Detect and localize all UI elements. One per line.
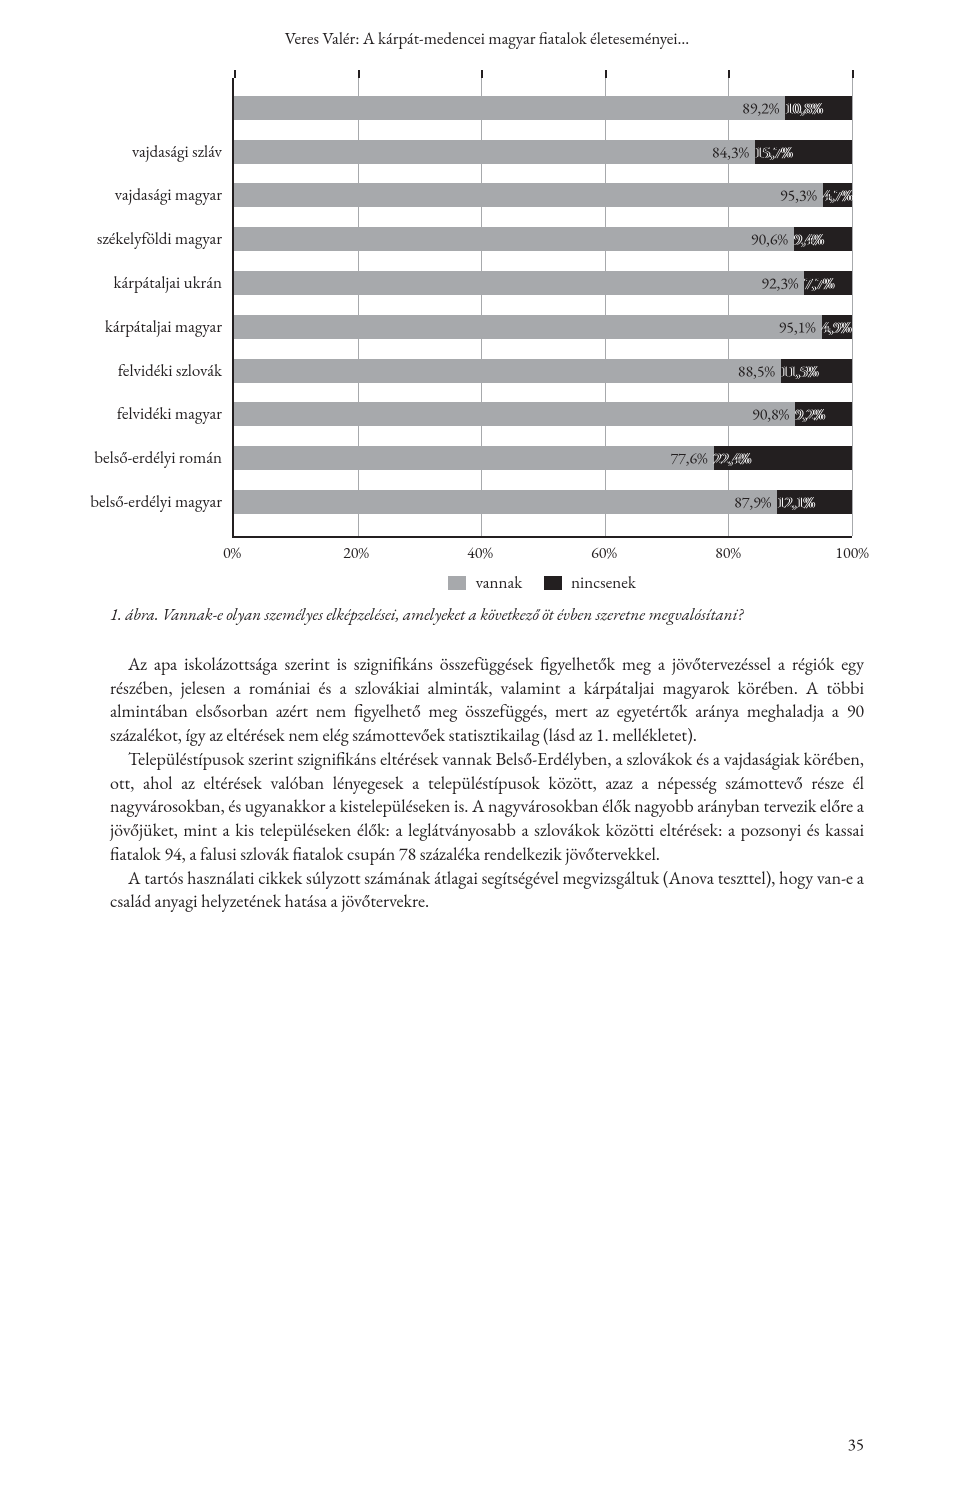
bar-value-vannak: 89,2%: [742, 97, 779, 118]
bar-value-nincsenek: 7,7%: [804, 273, 833, 294]
paragraph-1: Az apa iskolázottsága szerint is szignif…: [110, 653, 864, 748]
bar-value-nincsenek: 9,4%: [794, 229, 823, 250]
bar-seg-vannak: 87,9%: [234, 490, 777, 514]
bar-seg-vannak: 92,3%: [234, 271, 804, 295]
bar-value-vannak: 90,6%: [751, 229, 788, 250]
bar-seg-nincsenek: 4,9%: [822, 315, 852, 339]
page-number: 35: [848, 1434, 864, 1456]
chart-x-tick: 80%: [715, 542, 741, 563]
figure-1-chart: 89,2%10,8%vajdasági szláv84,3%15,7%vajda…: [232, 78, 852, 594]
bar-seg-nincsenek: 12,1%: [777, 490, 852, 514]
chart-row-label: vajdasági magyar: [115, 184, 222, 206]
chart-row: vajdasági szláv84,3%15,7%: [234, 130, 852, 174]
bar-seg-vannak: 77,6%: [234, 446, 714, 470]
chart-x-tick: 0%: [223, 542, 241, 563]
chart-row-label: kárpátaljai magyar: [105, 316, 222, 338]
bar-seg-nincsenek: 9,2%: [795, 402, 852, 426]
bar-seg-vannak: 95,1%: [234, 315, 822, 339]
bar-value-vannak: 90,8%: [752, 404, 789, 425]
chart-row: belső-erdélyi román77,6%22,4%: [234, 436, 852, 480]
figure-1-caption: 1. ábra. Vannak-e olyan személyes elképz…: [110, 604, 864, 627]
bar-value-vannak: 95,1%: [779, 316, 816, 337]
bar-seg-vannak: 88,5%: [234, 359, 781, 383]
chart-row-label: kárpátaljai ukrán: [114, 272, 222, 294]
bar-seg-nincsenek: 22,4%: [714, 446, 852, 470]
bar-value-nincsenek: 12,1%: [777, 492, 814, 513]
bar-value-vannak: 95,3%: [780, 185, 817, 206]
bar-value-nincsenek: 15,7%: [755, 141, 792, 162]
running-head: Veres Valér: A kárpát-medencei magyar fi…: [110, 28, 864, 50]
bar-seg-vannak: 84,3%: [234, 140, 755, 164]
body-text: Az apa iskolázottsága szerint is szignif…: [110, 653, 864, 914]
chart-row: székelyföldi magyar90,6%9,4%: [234, 217, 852, 261]
bar-value-nincsenek: 22,4%: [714, 448, 751, 469]
legend-label-nincsenek: nincsenek: [571, 572, 636, 594]
chart-x-axis: 0%20%40%60%80%100%: [232, 542, 852, 570]
chart-x-tick: 40%: [467, 542, 493, 563]
bar-value-nincsenek: 4,9%: [822, 316, 851, 337]
chart-row-label: vajdasági szláv: [132, 141, 222, 163]
legend-label-vannak: vannak: [476, 572, 523, 594]
chart-row-label: felvidéki szlovák: [118, 360, 222, 382]
bar-seg-nincsenek: 11,5%: [781, 359, 852, 383]
chart-row: 89,2% 10,8%: [234, 86, 852, 130]
chart-row-label: belső-erdélyi magyar: [90, 491, 222, 513]
legend-swatch-vannak: [448, 576, 466, 590]
bar-value-nincsenek: 9,2%: [795, 404, 824, 425]
bar-value-vannak: 92,3%: [761, 273, 798, 294]
chart-row-label: felvidéki magyar: [117, 403, 222, 425]
bar-seg-nincsenek: 4,7%: [823, 183, 852, 207]
bar-value-vannak: 77,6%: [670, 448, 707, 469]
bar-seg-nincsenek: 10,8%: [785, 96, 852, 120]
bar-seg-vannak: 90,6%: [234, 227, 794, 251]
chart-row: felvidéki szlovák88,5%11,5%: [234, 349, 852, 393]
bar-value-vannak: 88,5%: [738, 360, 775, 381]
chart-legend: vannak nincsenek: [232, 572, 852, 594]
chart-row: belső-erdélyi magyar87,9%12,1%: [234, 480, 852, 524]
bar-seg-nincsenek: 15,7%: [755, 140, 852, 164]
bar-seg-nincsenek: 9,4%: [794, 227, 852, 251]
bar-value-nincsenek: 10,8%: [785, 97, 822, 118]
chart-x-tick: 20%: [343, 542, 369, 563]
chart-x-tick: 100%: [835, 542, 868, 563]
bar-seg-vannak: 90,8%: [234, 402, 795, 426]
bar-value-vannak: 87,9%: [734, 492, 771, 513]
chart-row-label: belső-erdélyi román: [94, 447, 222, 469]
chart-row: felvidéki magyar90,8%9,2%: [234, 393, 852, 437]
bar-value-nincsenek: 4,7%: [823, 185, 852, 206]
chart-x-tick: 60%: [591, 542, 617, 563]
bar-value-nincsenek: 11,5%: [781, 360, 818, 381]
chart-row-label: székelyföldi magyar: [97, 228, 222, 250]
bar-seg-vannak: 95,3%: [234, 183, 823, 207]
paragraph-2: Településtípusok szerint szignifikáns el…: [110, 748, 864, 867]
bar-seg-nincsenek: 7,7%: [804, 271, 852, 295]
bar-seg-vannak: 89,2%: [234, 96, 785, 120]
bar-value-vannak: 84,3%: [712, 141, 749, 162]
chart-row: kárpátaljai magyar95,1%4,9%: [234, 305, 852, 349]
chart-row: kárpátaljai ukrán92,3%7,7%: [234, 261, 852, 305]
chart-row: vajdasági magyar95,3%4,7%: [234, 174, 852, 218]
legend-swatch-nincsenek: [544, 576, 562, 590]
paragraph-3: A tartós használati cikkek súlyzott szám…: [110, 867, 864, 915]
